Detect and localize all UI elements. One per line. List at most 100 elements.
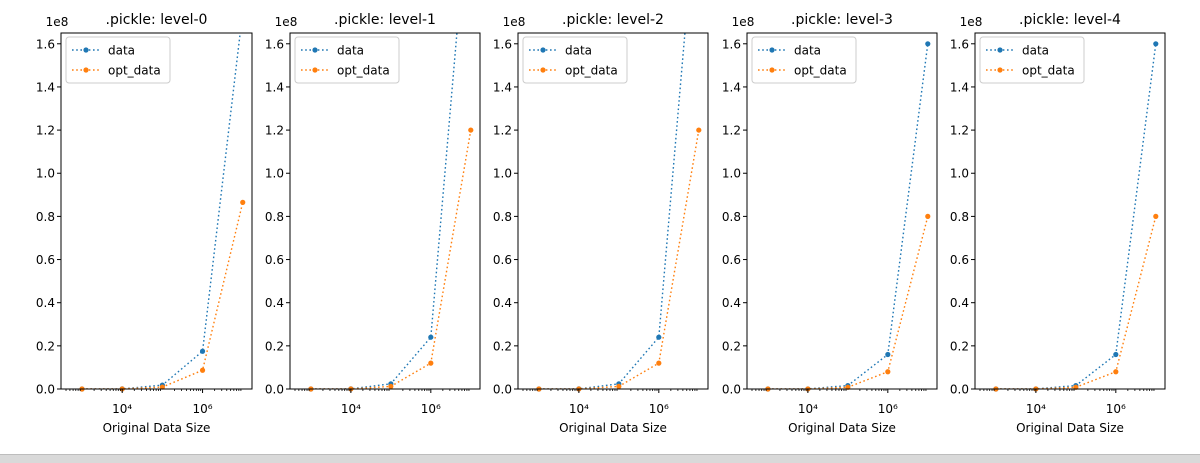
series-line-data (767, 43, 929, 389)
data-point-opt_data (199, 367, 206, 373)
y-tick-label: 1.2 (36, 124, 55, 138)
y-tick-label: 1.6 (722, 37, 741, 51)
axes-frame (517, 32, 709, 390)
legend-box (65, 36, 171, 84)
x-tick-label: 10⁴ (1026, 402, 1046, 416)
y-tick-label: 1.4 (950, 80, 969, 94)
x-tick-label: 10⁶ (878, 402, 898, 416)
legend-box (294, 36, 400, 84)
y-tick-label: 0.2 (36, 339, 55, 353)
y-tick-label: 0.6 (36, 253, 55, 267)
y-tick-label: 0.8 (36, 210, 55, 224)
y-tick-label: 1.6 (493, 37, 512, 51)
y-tick-label: 0.2 (722, 339, 741, 353)
series-line-opt_data (995, 216, 1157, 389)
chart-panel-2: 0.0 0.2 0.4 0.6 0.8 1.0 1.2 1.4 1.6 10⁴ 10⁶ 1e8 .pic… (493, 12, 709, 435)
y-tick-label: 0.0 (722, 383, 741, 397)
legend-marker-data (769, 47, 775, 53)
data-point-data (428, 334, 434, 340)
data-point-opt_data (616, 383, 622, 390)
legend-marker-opt_data (997, 67, 1003, 73)
axes-frame (60, 32, 253, 390)
data-point-data (656, 334, 662, 340)
legend-label-opt_data: opt_data (794, 64, 847, 78)
y-offset-label: 1e8 (960, 15, 983, 29)
x-tick-label: 10⁴ (798, 402, 818, 416)
legend-label-opt_data: opt_data (108, 64, 161, 78)
y-tick-label: 0.2 (493, 339, 512, 353)
y-tick-label: 1.0 (265, 167, 284, 181)
y-tick-label: 1.4 (36, 80, 55, 94)
x-tick-label: 10⁴ (341, 402, 361, 416)
x-axis-label: Original Data Size (103, 421, 211, 435)
data-point-opt_data (925, 213, 931, 219)
legend-label-opt_data: opt_data (565, 64, 618, 78)
y-offset-label: 1e8 (503, 15, 526, 29)
y-offset-label: 1e8 (46, 15, 69, 29)
y-tick-label: 0.0 (950, 383, 969, 397)
data-point-opt_data (159, 384, 165, 390)
legend-label-data: data (108, 44, 135, 58)
legend-label-data: data (565, 44, 592, 58)
legend-box (979, 36, 1085, 84)
y-offset-label: 1e8 (732, 15, 755, 29)
legend-marker-data (997, 47, 1003, 53)
chart-panel-3: 0.0 0.2 0.4 0.6 0.8 1.0 1.2 1.4 1.6 10⁴ 10⁶ 1e8 .pic… (722, 12, 938, 435)
axes-frame (974, 32, 1166, 390)
y-tick-label: 1.6 (265, 37, 284, 51)
data-point-data (925, 41, 931, 47)
series-line-opt_data (767, 216, 929, 389)
series-line-opt_data (310, 129, 472, 389)
legend-marker-data (83, 47, 89, 53)
legend-box (522, 36, 628, 84)
legend-box (751, 36, 857, 84)
y-tick-label: 1.6 (36, 37, 55, 51)
legend-marker-opt_data (540, 67, 546, 73)
y-tick-label: 0.8 (265, 210, 284, 224)
chart-title: .pickle: level-4 (1019, 12, 1121, 28)
data-point-opt_data (468, 127, 474, 133)
legend-label-opt_data: opt_data (337, 64, 390, 78)
y-tick-label: 0.6 (950, 253, 969, 267)
y-tick-label: 1.2 (265, 124, 284, 138)
data-point-opt_data (885, 369, 891, 375)
axes-frame (746, 32, 938, 390)
x-tick-label: 10⁴ (112, 402, 132, 416)
axes-frame (289, 32, 481, 390)
chart-panel-4: 0.0 0.2 0.4 0.6 0.8 1.0 1.2 1.4 1.6 10⁴ 10⁶ 1e8 .pic… (950, 12, 1166, 435)
chart-title: .pickle: level-2 (562, 12, 664, 28)
data-point-data (199, 348, 206, 354)
data-point-opt_data (656, 360, 662, 366)
legend: data opt_data (751, 36, 857, 84)
legend-marker-data (312, 47, 318, 53)
x-tick-label: 10⁴ (569, 402, 589, 416)
window-bottom-bar (0, 454, 1200, 463)
y-tick-label: 1.2 (950, 124, 969, 138)
x-tick-label: 10⁶ (1106, 402, 1126, 416)
y-tick-label: 1.6 (950, 37, 969, 51)
y-tick-label: 0.2 (950, 339, 969, 353)
y-tick-label: 1.4 (722, 80, 741, 94)
legend-label-data: data (1022, 44, 1049, 58)
legend-label-data: data (794, 44, 821, 58)
legend: data opt_data (65, 36, 171, 84)
y-tick-label: 0.0 (493, 383, 512, 397)
chart-title: .pickle: level-3 (791, 12, 893, 28)
y-tick-label: 0.6 (493, 253, 512, 267)
y-tick-label: 1.4 (493, 80, 512, 94)
series-line-opt_data (538, 129, 700, 389)
data-point-opt_data (388, 383, 394, 390)
data-point-opt_data (1153, 213, 1159, 219)
y-offset-label: 1e8 (275, 15, 298, 29)
x-axis-label: Original Data Size (559, 421, 667, 435)
legend: data opt_data (294, 36, 400, 84)
data-point-opt_data (1113, 369, 1119, 375)
series-line-opt_data (82, 202, 244, 389)
data-point-opt_data (240, 199, 246, 205)
legend-label-opt_data: opt_data (1022, 64, 1075, 78)
y-tick-label: 0.2 (265, 339, 284, 353)
legend-marker-opt_data (312, 67, 318, 73)
y-tick-label: 0.6 (265, 253, 284, 267)
chart-panel-0: 0.0 0.2 0.4 0.6 0.8 1.0 1.2 1.4 1.6 10⁴ 10⁶ 1e8 .pic… (36, 12, 253, 435)
y-tick-label: 1.0 (722, 167, 741, 181)
